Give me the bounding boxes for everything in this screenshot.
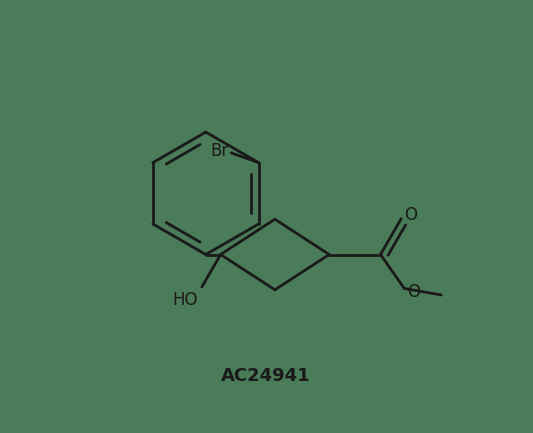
Text: O: O [404,206,417,224]
Text: O: O [407,284,420,301]
Text: Br: Br [210,142,228,160]
Text: HO: HO [172,291,198,309]
Text: AC24941: AC24941 [221,367,311,385]
